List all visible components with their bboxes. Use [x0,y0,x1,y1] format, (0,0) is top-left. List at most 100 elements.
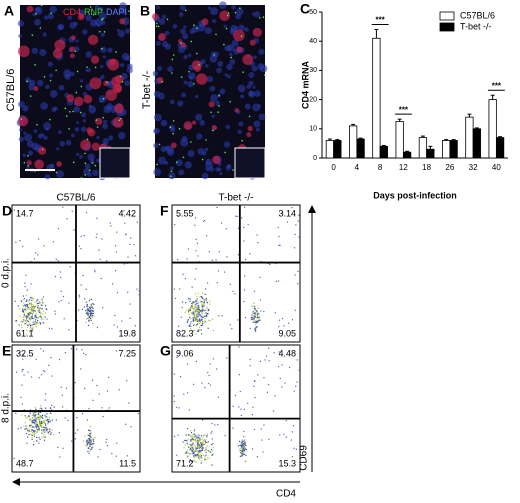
event-dot [44,316,46,318]
rnp-speck [157,25,160,28]
nucleus [87,68,92,73]
side-label: T-bet -/- [141,70,153,109]
event-dot [240,450,242,452]
event-dot [57,228,60,230]
event-dot [86,439,88,441]
rnp-speck [172,120,175,122]
event-dot [238,406,240,408]
event-dot [45,429,47,431]
event-dot [43,431,45,433]
nucleus [195,113,203,121]
event-dot [38,412,40,414]
nucleus [32,12,36,17]
event-dot [60,386,62,388]
event-dot [208,309,210,311]
event-dot [82,274,84,277]
event-dot [243,448,246,450]
event-dot [243,430,245,433]
event-dot [192,311,194,313]
event-dot [187,445,189,447]
cd4-cell [103,80,109,87]
nucleus [244,103,251,110]
event-dot [20,324,23,326]
event-dot [234,293,236,295]
event-dot [86,440,88,442]
event-dot [241,442,243,444]
nucleus [42,32,47,37]
event-dot [45,308,47,310]
event-dot [26,299,28,301]
event-dot [197,323,199,325]
event-dot [254,315,256,318]
event-dot [194,435,196,438]
event-dot [201,447,203,449]
rnp-speck [155,22,158,25]
event-dot [25,425,27,427]
event-dot [50,433,52,435]
event-dot [31,417,33,419]
event-dot [43,428,45,431]
quadrant-value: 4.42 [118,208,136,218]
quadrant-value: 82.3 [176,328,194,338]
event-dot [206,434,208,436]
event-dot [80,235,82,238]
event-dot [257,317,260,319]
stain-name: RNP [84,7,103,17]
nucleus [95,158,101,163]
event-dot [90,309,92,311]
event-dot [193,323,195,325]
event-dot [34,430,37,432]
event-dot [199,437,201,439]
event-dot [232,427,234,429]
nucleus [180,28,186,35]
nucleus [197,23,206,32]
event-dot [90,440,92,442]
event-dot [241,450,243,452]
event-dot [43,318,45,320]
stain-name: DAPI [106,7,127,17]
event-dot [212,443,214,445]
rnp-speck [72,161,75,164]
rnp-speck [89,6,92,8]
event-dot [87,324,90,326]
event-dot [49,420,51,422]
cd4-cell [112,83,123,94]
event-dot [116,231,118,233]
event-dot [88,444,91,446]
event-dot [52,241,55,243]
nucleus [169,99,175,105]
event-dot [20,320,22,322]
event-dot [202,419,204,421]
event-dot [25,274,27,277]
bar [426,148,435,159]
event-dot [243,240,245,242]
event-dot [26,326,29,328]
event-dot [44,415,46,417]
event-dot [187,310,190,312]
event-dot [206,306,208,309]
nucleus [22,153,26,158]
event-dot [30,327,32,329]
event-dot [64,417,66,419]
rnp-speck [27,164,29,167]
nucleus [197,147,205,155]
nucleus [160,119,168,127]
event-dot [189,300,191,302]
event-dot [89,308,92,310]
cd4-cell [178,39,183,44]
event-dot [31,323,33,326]
y-axis-title: CD4 mRNA [300,61,310,110]
event-dot [85,318,87,320]
event-dot [241,439,243,441]
event-dot [30,424,32,426]
event-dot [90,303,92,305]
event-dot [31,306,34,308]
event-dot [202,308,205,311]
bar [325,140,335,159]
event-dot [77,429,79,431]
nucleus [228,52,233,57]
event-dot [198,434,200,436]
event-dot [86,419,88,421]
rnp-speck [190,141,192,143]
event-dot [217,396,220,398]
